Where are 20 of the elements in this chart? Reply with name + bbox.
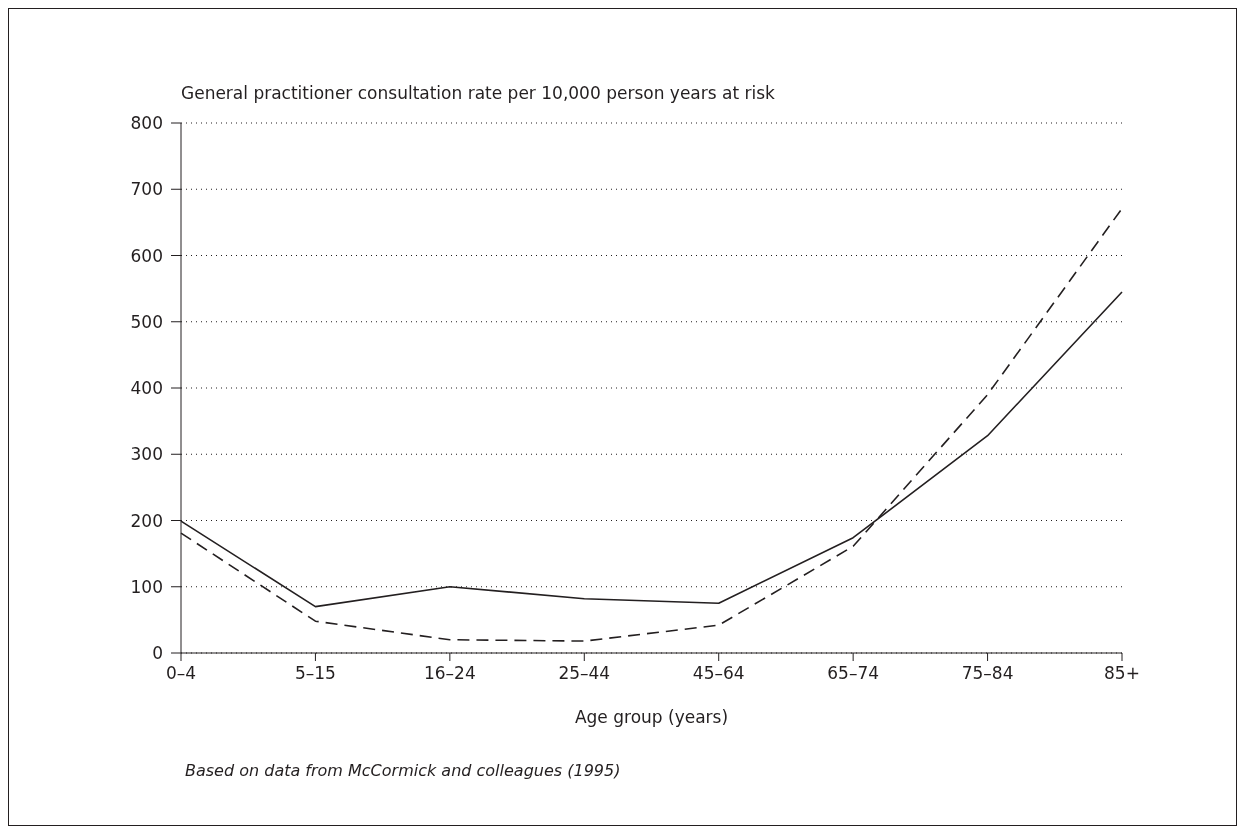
x-tick-label: 85+ [1104, 663, 1140, 684]
x-tick-label: 45–64 [692, 663, 745, 684]
y-tick-label: 300 [130, 444, 163, 465]
x-tick-label: 5–15 [294, 663, 336, 684]
text: Based on data from McCormick and colleagues (1995) [185, 761, 621, 780]
x-axis-title: Age group (years) [573, 707, 730, 727]
x-tick-label: 0–4 [165, 663, 197, 684]
y-axis-title: General practitioner consultation rate per 10,000 person years at risk [181, 83, 775, 103]
y-tick-label: 500 [130, 311, 163, 332]
y-tick-label: 400 [130, 378, 163, 399]
x-tick-label: 25–44 [558, 663, 611, 684]
y-tick-label: 100 [130, 576, 163, 597]
x-tick-label: 75–84 [961, 663, 1014, 684]
x-tick-label: 16–24 [423, 663, 476, 684]
y-tick-label: 200 [130, 510, 163, 531]
y-tick-label: 700 [130, 179, 163, 200]
y-tick-label: 800 [130, 113, 163, 134]
y-tick-label: 600 [130, 245, 163, 266]
x-tick-label: 65–74 [827, 663, 880, 684]
y-tick-label: 0 [152, 643, 163, 664]
